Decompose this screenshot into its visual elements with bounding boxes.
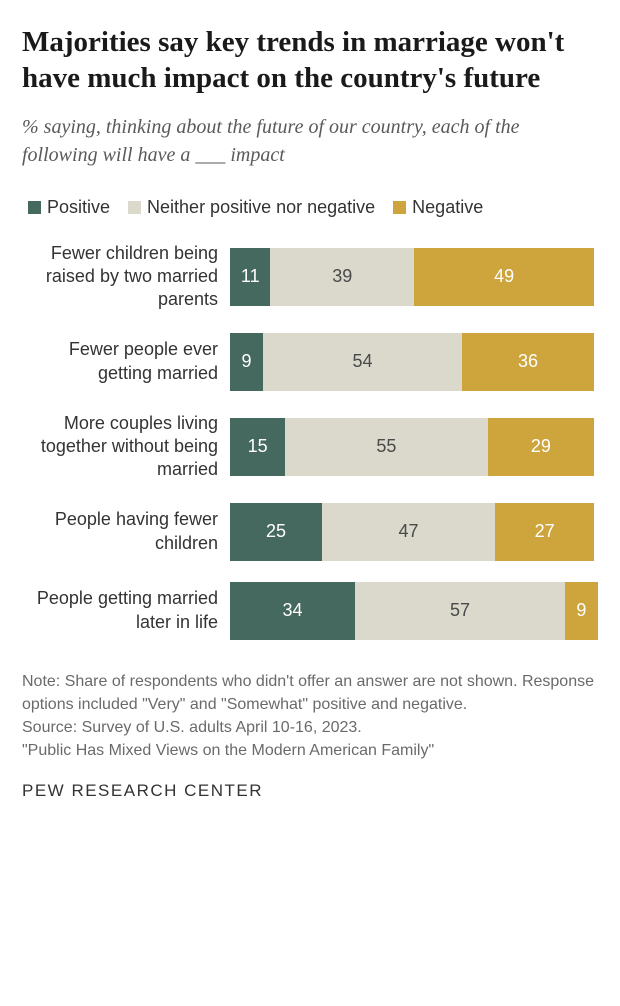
- bar-segment-negative: 27: [495, 503, 594, 561]
- swatch-negative: [393, 201, 406, 214]
- legend-label-positive: Positive: [47, 197, 110, 218]
- bar-segment-neither: 47: [322, 503, 495, 561]
- swatch-positive: [28, 201, 41, 214]
- bar-chart: Fewer children being raised by two marri…: [22, 242, 598, 640]
- bar-segment-neither: 55: [285, 418, 487, 476]
- note-text: Note: Share of respondents who didn't of…: [22, 670, 598, 716]
- source-text: Source: Survey of U.S. adults April 10-1…: [22, 716, 598, 739]
- bar-segment-positive: 11: [230, 248, 270, 306]
- chart-row: Fewer people ever getting married95436: [22, 333, 598, 391]
- chart-row: Fewer children being raised by two marri…: [22, 242, 598, 312]
- row-label: More couples living together without bei…: [22, 412, 222, 482]
- legend-label-neither: Neither positive nor negative: [147, 197, 375, 218]
- chart-row: People having fewer children254727: [22, 503, 598, 561]
- legend-item-positive: Positive: [28, 197, 110, 218]
- stacked-bar: 155529: [230, 418, 598, 476]
- bar-segment-negative: 9: [565, 582, 598, 640]
- legend: Positive Neither positive nor negative N…: [28, 197, 598, 218]
- bar-segment-neither: 57: [355, 582, 565, 640]
- row-label: Fewer children being raised by two marri…: [22, 242, 222, 312]
- stacked-bar: 254727: [230, 503, 598, 561]
- chart-row: People getting married later in life3457…: [22, 582, 598, 640]
- row-label: People getting married later in life: [22, 587, 222, 634]
- bar-segment-neither: 54: [263, 333, 462, 391]
- chart-subtitle: % saying, thinking about the future of o…: [22, 113, 598, 169]
- bar-segment-positive: 15: [230, 418, 285, 476]
- stacked-bar: 34579: [230, 582, 598, 640]
- footer-brand: PEW RESEARCH CENTER: [22, 781, 598, 801]
- bar-segment-neither: 39: [270, 248, 414, 306]
- bar-segment-positive: 9: [230, 333, 263, 391]
- bar-segment-positive: 34: [230, 582, 355, 640]
- row-label: Fewer people ever getting married: [22, 338, 222, 385]
- bar-segment-positive: 25: [230, 503, 322, 561]
- legend-item-negative: Negative: [393, 197, 483, 218]
- bar-segment-negative: 36: [462, 333, 594, 391]
- row-label: People having fewer children: [22, 508, 222, 555]
- legend-item-neither: Neither positive nor negative: [128, 197, 375, 218]
- chart-title: Majorities say key trends in marriage wo…: [22, 24, 598, 97]
- stacked-bar: 95436: [230, 333, 598, 391]
- chart-row: More couples living together without bei…: [22, 412, 598, 482]
- bar-segment-negative: 49: [414, 248, 594, 306]
- report-text: "Public Has Mixed Views on the Modern Am…: [22, 739, 598, 762]
- legend-label-negative: Negative: [412, 197, 483, 218]
- stacked-bar: 113949: [230, 248, 598, 306]
- bar-segment-negative: 29: [488, 418, 595, 476]
- swatch-neither: [128, 201, 141, 214]
- chart-notes: Note: Share of respondents who didn't of…: [22, 670, 598, 763]
